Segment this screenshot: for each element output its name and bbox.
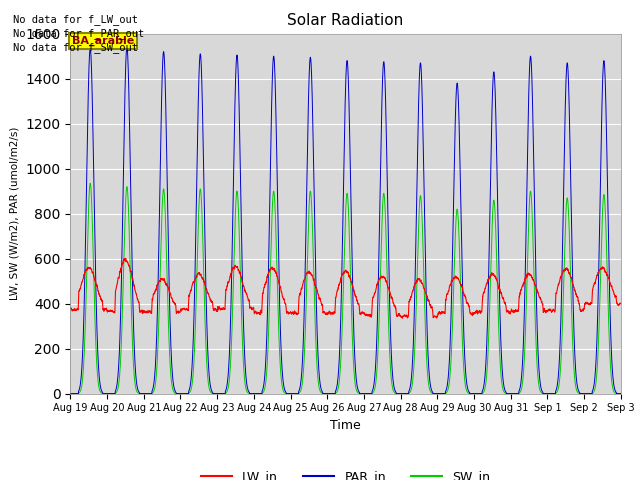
Text: No data for f_SW_out: No data for f_SW_out (13, 42, 138, 53)
LW_in (500, 300, 508, 305)
PAR_in (166, 293, 173, 299)
Text: BA_arable: BA_arable (72, 36, 134, 46)
LW_in (166, 289, 173, 295)
LW_in (617, 300, 625, 306)
Line: LW_in: LW_in (70, 258, 621, 318)
Legend: LW_in, PAR_in, SW_in: LW_in, PAR_in, SW_in (196, 465, 495, 480)
SW_in (500, 389, 508, 395)
LW_in (399, 315, 406, 321)
SW_in (86, 180, 94, 186)
PAR_in (67, 391, 74, 396)
LW_in (67, 306, 74, 312)
Y-axis label: LW, SW (W/m2), PAR (umol/m2/s): LW, SW (W/m2), PAR (umol/m2/s) (10, 127, 20, 300)
PAR_in (325, 391, 333, 396)
X-axis label: Time: Time (330, 419, 361, 432)
SW_in (616, 391, 624, 396)
LW_in (469, 310, 477, 315)
PAR_in (617, 391, 625, 396)
Text: No data for f_PAR_out: No data for f_PAR_out (13, 28, 144, 39)
SW_in (469, 391, 477, 396)
PAR_in (469, 391, 477, 396)
Line: PAR_in: PAR_in (70, 47, 621, 394)
Title: Solar Radiation: Solar Radiation (287, 13, 404, 28)
Line: SW_in: SW_in (70, 183, 621, 394)
LW_in (122, 255, 129, 261)
PAR_in (123, 44, 131, 50)
Text: No data for f_LW_out: No data for f_LW_out (13, 13, 138, 24)
SW_in (617, 391, 625, 396)
LW_in (439, 310, 447, 315)
LW_in (616, 300, 624, 306)
SW_in (438, 391, 446, 396)
PAR_in (438, 391, 446, 396)
SW_in (325, 391, 333, 396)
SW_in (166, 348, 173, 353)
PAR_in (500, 384, 508, 390)
PAR_in (616, 391, 624, 396)
SW_in (67, 391, 74, 396)
LW_in (325, 310, 333, 316)
